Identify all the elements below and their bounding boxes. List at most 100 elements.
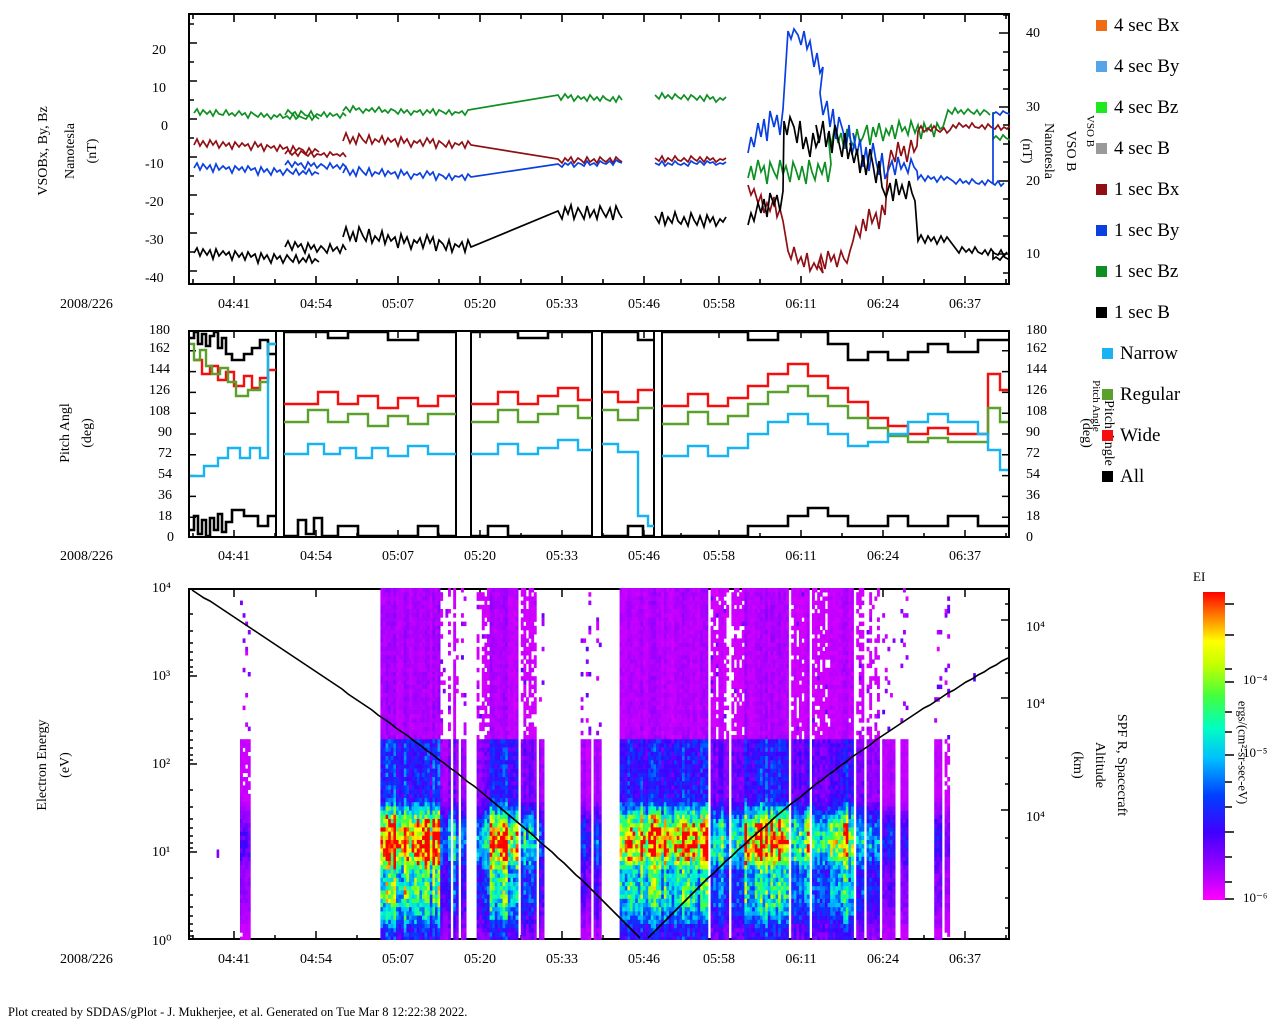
spectrogram-ytick-1e0: 10⁰ bbox=[152, 934, 172, 949]
legend-item-1sec-bx[interactable]: 1 sec Bx bbox=[1096, 178, 1180, 200]
legend-item-wide[interactable]: Wide bbox=[1102, 426, 1160, 445]
spectrogram-ytick-1e3: 10³ bbox=[152, 669, 171, 684]
spectrogram-xtick-4: 05:33 bbox=[546, 952, 578, 967]
legend-swatch-narrow bbox=[1102, 347, 1113, 359]
spectrogram-xtick-2: 05:07 bbox=[382, 952, 414, 967]
magnetic-xtick-7: 06:11 bbox=[785, 297, 817, 312]
legend-label-regular: Regular bbox=[1120, 383, 1181, 405]
legend-item-1sec-by[interactable]: 1 sec By bbox=[1096, 221, 1179, 240]
pitch-right-ytick-162: 162 bbox=[1026, 341, 1047, 356]
magnetic-ytick-neg30: -30 bbox=[145, 233, 164, 248]
magnetic-xtick-5: 05:46 bbox=[628, 297, 660, 312]
spectrogram-xtick-1: 04:54 bbox=[300, 952, 332, 967]
legend-item-1sec-b[interactable]: 1 sec B bbox=[1096, 301, 1170, 323]
spectrogram-xtick-9: 06:37 bbox=[949, 952, 981, 967]
magnetic-right-ytick-20: 20 bbox=[1026, 174, 1040, 189]
legend-item-regular[interactable]: Regular bbox=[1102, 383, 1181, 405]
spectrogram-right-axis-label-2: Altitude bbox=[1092, 742, 1107, 788]
pitch-left-axis-label-1: Pitch Angl bbox=[58, 403, 73, 463]
spectrogram-right-ytick-2: 10⁴ bbox=[1026, 810, 1045, 825]
spectrogram-right-axis-label-3: (km) bbox=[1070, 751, 1085, 779]
magnetic-xtick-0: 04:41 bbox=[218, 297, 250, 312]
spectrogram-right-ytick-1: 10⁴ bbox=[1026, 697, 1045, 712]
magnetic-xtick-2: 05:07 bbox=[382, 297, 414, 312]
pitch-ytick-36: 36 bbox=[158, 488, 172, 503]
spectrogram-right-axis-label-1: SPF R, Spacecraft bbox=[1114, 713, 1129, 817]
colorbar-title: EI bbox=[1193, 569, 1206, 584]
legend-item-4sec-bx[interactable]: 4 sec Bx bbox=[1096, 14, 1180, 36]
pitch-ytick-72: 72 bbox=[158, 446, 172, 461]
magnetic-ytick-neg40: -40 bbox=[145, 271, 164, 286]
spectrogram-right-ytick-0: 10⁴ bbox=[1026, 620, 1045, 635]
legend-label-1sec-bx: 1 sec Bx bbox=[1114, 178, 1180, 200]
legend-swatch-4sec-bx bbox=[1096, 19, 1107, 31]
colorbar-tick-1e-4: 10⁻⁴ bbox=[1243, 672, 1268, 687]
legend-swatch-1sec-b bbox=[1096, 306, 1107, 318]
legend-swatch-all bbox=[1102, 470, 1113, 482]
colorbar-gradient bbox=[1203, 592, 1225, 900]
pitch-ytick-0: 0 bbox=[167, 530, 174, 545]
spectrogram-ytick-1e2: 10² bbox=[152, 757, 171, 772]
pitch-ytick-126: 126 bbox=[149, 383, 170, 398]
legend-label-1sec-b: 1 sec B bbox=[1114, 301, 1170, 323]
legend-swatch-4sec-bz bbox=[1096, 101, 1107, 113]
legend-swatch-1sec-by bbox=[1096, 224, 1107, 236]
pitch-ytick-54: 54 bbox=[158, 467, 172, 482]
magnetic-right-ytick-40: 40 bbox=[1026, 26, 1040, 41]
spectrogram-xtick-7: 06:11 bbox=[785, 952, 817, 967]
pitch-right-ytick-0: 0 bbox=[1026, 530, 1033, 545]
magnetic-right-axis-label-2: Nanotesla bbox=[1041, 123, 1056, 179]
magnetic-left-axis-label-1: VSOBx, By, Bz bbox=[36, 106, 51, 196]
legend-label-4sec-bx: 4 sec Bx bbox=[1114, 14, 1180, 36]
colorbar-tick-1e-6: 10⁻⁶ bbox=[1243, 890, 1268, 905]
magnetic-left-axis-label-3: (nT) bbox=[85, 138, 100, 164]
pitch-right-ytick-180: 180 bbox=[1026, 323, 1047, 338]
pitch-xtick-8: 06:24 bbox=[867, 549, 899, 564]
legend-item-all[interactable]: All bbox=[1102, 467, 1144, 486]
legend-group-label-pitch: Pitch Angle bbox=[1090, 380, 1102, 432]
colorbar-tick-1e-5: 10⁻⁵ bbox=[1243, 745, 1268, 760]
legend-swatch-4sec-by bbox=[1096, 60, 1107, 72]
legend-item-4sec-b[interactable]: 4 sec B bbox=[1096, 139, 1170, 158]
magnetic-xtick-8: 06:24 bbox=[867, 297, 899, 312]
magnetic-xtick-6: 05:58 bbox=[703, 297, 735, 312]
pitch-right-ytick-144: 144 bbox=[1026, 362, 1047, 377]
legend-item-1sec-bz[interactable]: 1 sec Bz bbox=[1096, 262, 1178, 281]
pitch-xtick-9: 06:37 bbox=[949, 549, 981, 564]
magnetic-field-traces bbox=[188, 13, 1010, 285]
pitch-date-label: 2008/226 bbox=[60, 549, 113, 564]
colorbar-units-label: ergs/(cm²-sr-sec-eV) bbox=[1235, 700, 1250, 805]
legend-swatch-4sec-b bbox=[1096, 142, 1107, 154]
magnetic-ytick-0: 0 bbox=[161, 119, 168, 134]
spectrogram-ytick-1e4: 10⁴ bbox=[152, 581, 171, 596]
magnetic-xtick-1: 04:54 bbox=[300, 297, 332, 312]
legend-label-4sec-bz: 4 sec Bz bbox=[1114, 96, 1179, 118]
magnetic-right-ytick-30: 30 bbox=[1026, 100, 1040, 115]
pitch-xtick-3: 05:20 bbox=[464, 549, 496, 564]
legend-swatch-1sec-bx bbox=[1096, 183, 1107, 195]
pitch-right-ytick-72: 72 bbox=[1026, 446, 1040, 461]
magnetic-left-axis-label-2: Nanotesla bbox=[63, 123, 78, 179]
spectrogram-ytick-1e1: 10¹ bbox=[152, 845, 171, 860]
legend-label-4sec-by: 4 sec By bbox=[1114, 55, 1180, 77]
pitch-xtick-0: 04:41 bbox=[218, 549, 250, 564]
legend-item-4sec-by[interactable]: 4 sec By bbox=[1096, 55, 1180, 77]
legend-item-narrow[interactable]: Narrow bbox=[1102, 344, 1178, 363]
pitch-right-ytick-108: 108 bbox=[1026, 404, 1047, 419]
magnetic-ytick-neg10: -10 bbox=[145, 157, 164, 172]
magnetic-right-axis-label-1: VSO B bbox=[1063, 130, 1078, 172]
spectrogram-xtick-0: 04:41 bbox=[218, 952, 250, 967]
magnetic-xtick-3: 05:20 bbox=[464, 297, 496, 312]
spectrogram-xtick-3: 05:20 bbox=[464, 952, 496, 967]
pitch-ytick-90: 90 bbox=[158, 425, 172, 440]
pitch-xtick-7: 06:11 bbox=[785, 549, 817, 564]
pitch-xtick-6: 05:58 bbox=[703, 549, 735, 564]
legend-item-4sec-bz[interactable]: 4 sec Bz bbox=[1096, 96, 1179, 118]
magnetic-ytick-10: 10 bbox=[152, 81, 166, 96]
legend-swatch-wide bbox=[1102, 429, 1113, 441]
pitch-ytick-144: 144 bbox=[149, 362, 170, 377]
footer-credit: Plot created by SDDAS/gPlot - J. Mukherj… bbox=[8, 1005, 468, 1019]
pitch-ytick-162: 162 bbox=[149, 341, 170, 356]
pitch-angle-traces bbox=[188, 330, 1010, 538]
